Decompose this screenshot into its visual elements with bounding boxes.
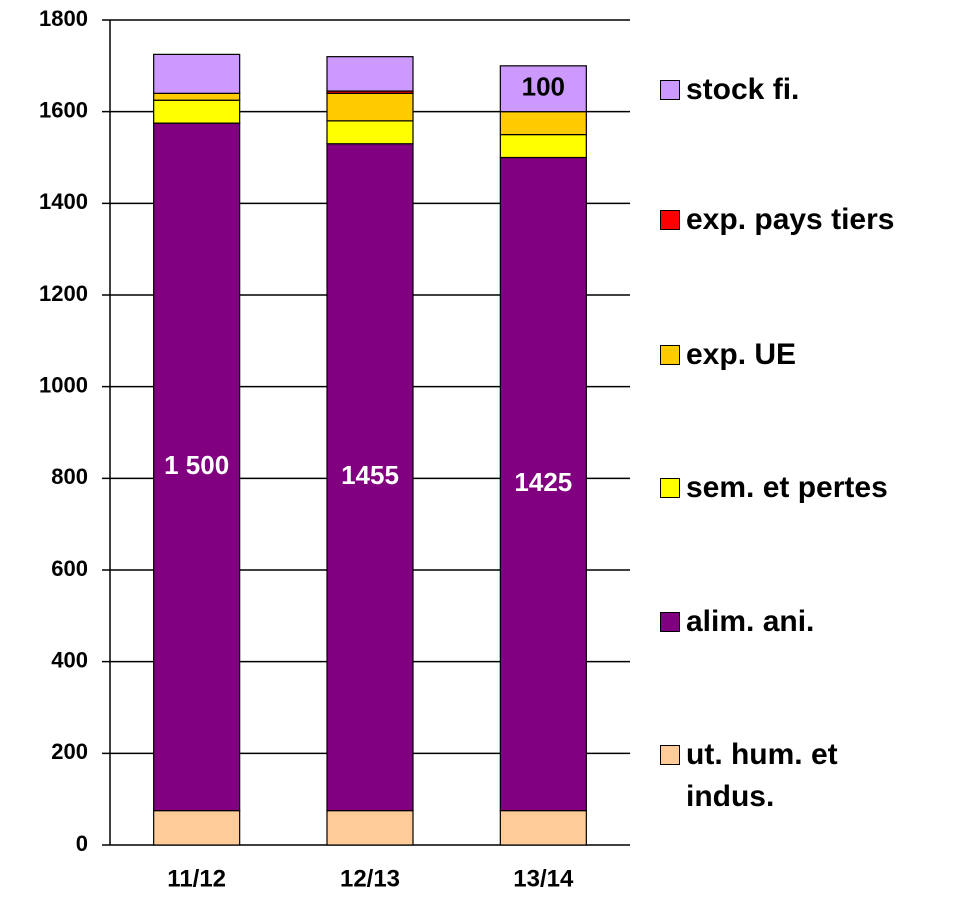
legend-label: exp. pays tiers bbox=[686, 203, 895, 236]
y-tick-label: 1400 bbox=[39, 189, 88, 214]
y-tick-label: 1800 bbox=[39, 6, 88, 31]
data-label: 1 500 bbox=[164, 450, 229, 480]
legend-entry: exp. UE bbox=[660, 334, 960, 376]
data-label: 1455 bbox=[341, 460, 399, 490]
y-tick-label: 400 bbox=[51, 647, 88, 672]
legend-swatch bbox=[660, 478, 680, 498]
legend-swatch bbox=[660, 210, 680, 230]
bar-segment bbox=[326, 56, 414, 92]
legend-entry: stock fi. bbox=[660, 69, 960, 111]
legend-label: alim. ani. bbox=[686, 605, 815, 638]
bar-segment bbox=[153, 810, 241, 846]
bar-segment bbox=[499, 810, 587, 846]
bar-segment bbox=[326, 120, 414, 145]
legend-entry: alim. ani. bbox=[660, 601, 960, 643]
bar-segment bbox=[153, 92, 241, 101]
y-tick-label: 1000 bbox=[39, 372, 88, 397]
y-tick-label: 200 bbox=[51, 739, 88, 764]
bar-segment bbox=[153, 53, 241, 94]
legend-entry: ut. hum. et indus. bbox=[660, 734, 960, 818]
y-tick-label: 600 bbox=[51, 556, 88, 581]
bar-segment bbox=[499, 111, 587, 136]
legend-label: exp. UE bbox=[686, 338, 797, 371]
y-tick-label: 1600 bbox=[39, 97, 88, 122]
bar-segment bbox=[499, 156, 587, 812]
bar-segment bbox=[499, 65, 587, 113]
data-label: 100 bbox=[522, 72, 565, 102]
legend-swatch bbox=[660, 612, 680, 632]
legend-label: ut. hum. et indus. bbox=[686, 738, 838, 813]
data-label: 1425 bbox=[514, 467, 572, 497]
legend-entry: exp. pays tiers bbox=[660, 199, 960, 241]
x-tick-label: 11/12 bbox=[167, 865, 226, 892]
legend-swatch bbox=[660, 745, 680, 765]
legend-label: stock fi. bbox=[686, 73, 800, 106]
y-tick-label: 1200 bbox=[39, 281, 88, 306]
legend-swatch bbox=[660, 345, 680, 365]
bar-segment bbox=[153, 99, 241, 124]
legend-label: sem. et pertes bbox=[686, 471, 888, 504]
x-tick-label: 12/13 bbox=[340, 865, 400, 892]
bar-segment bbox=[326, 92, 414, 122]
x-tick-label: 13/14 bbox=[513, 865, 574, 892]
bar-segment bbox=[153, 122, 241, 812]
bar-segment bbox=[326, 810, 414, 846]
legend-entry: sem. et pertes bbox=[660, 467, 960, 509]
legend-swatch bbox=[660, 80, 680, 100]
y-tick-label: 0 bbox=[76, 831, 88, 856]
bar-segment bbox=[499, 133, 587, 159]
y-tick-label: 800 bbox=[51, 464, 88, 489]
